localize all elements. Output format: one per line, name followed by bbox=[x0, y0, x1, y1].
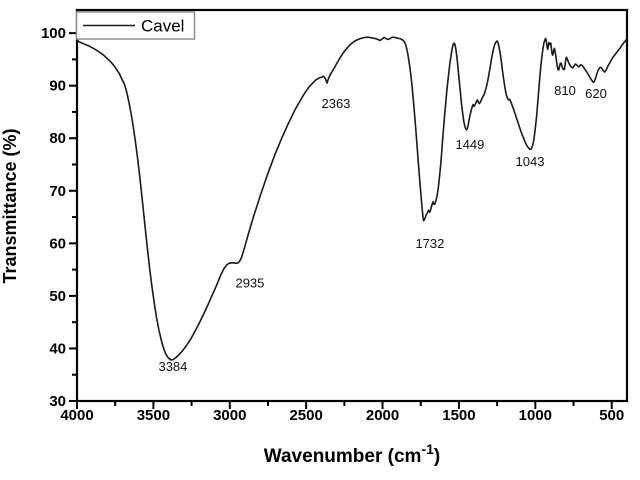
axis-ticks bbox=[69, 32, 613, 409]
y-tick-label: 60 bbox=[49, 235, 66, 252]
y-tick-label: 30 bbox=[49, 393, 66, 410]
peak-label-810: 810 bbox=[554, 83, 576, 98]
legend: Cavel bbox=[75, 11, 196, 40]
axes-frame bbox=[75, 8, 629, 403]
x-axis-title: Wavenumber (cm-1) bbox=[264, 441, 440, 467]
peak-label-3384: 3384 bbox=[158, 359, 187, 374]
x-tick-label: 2500 bbox=[289, 407, 322, 424]
y-axis-title: Transmittance (%) bbox=[0, 128, 20, 283]
y-tick-label: 100 bbox=[41, 25, 66, 42]
peak-label-2363: 2363 bbox=[321, 96, 350, 111]
y-tick-label: 40 bbox=[49, 340, 66, 357]
x-tick-label: 1000 bbox=[519, 407, 552, 424]
x-tick-label: 2000 bbox=[366, 407, 399, 424]
x-tick-label: 500 bbox=[599, 407, 624, 424]
x-axis-title-superscript: -1 bbox=[421, 441, 434, 457]
y-tick-label: 70 bbox=[49, 183, 66, 200]
axis-tick-labels: 4000 3500 3000 2500 2000 1500 1000 500 30 40 50 60 7… bbox=[41, 25, 624, 424]
spectrum-series bbox=[76, 36, 628, 361]
y-tick-label: 50 bbox=[49, 288, 66, 305]
peak-label-1043: 1043 bbox=[516, 154, 545, 169]
x-tick-label: 4000 bbox=[60, 407, 93, 424]
peak-label-1449: 1449 bbox=[455, 137, 484, 152]
peak-label-2935: 2935 bbox=[235, 275, 264, 290]
y-tick-label: 90 bbox=[49, 78, 66, 95]
x-tick-label: 3000 bbox=[213, 407, 246, 424]
x-tick-label: 3500 bbox=[137, 407, 170, 424]
plot-frame bbox=[75, 8, 629, 403]
y-tick-label: 80 bbox=[49, 130, 66, 147]
spectrum-curve bbox=[76, 36, 628, 361]
legend-label: Cavel bbox=[141, 17, 184, 36]
x-tick-label: 1500 bbox=[442, 407, 475, 424]
x-axis-title-main: Wavenumber (cm bbox=[264, 446, 422, 467]
peak-label-1732: 1732 bbox=[415, 236, 444, 251]
peak-annotations: 3384 2935 2363 1732 1449 1043 810 620 bbox=[158, 83, 606, 374]
x-axis-title-close: ) bbox=[434, 446, 440, 467]
peak-label-620: 620 bbox=[585, 86, 607, 101]
